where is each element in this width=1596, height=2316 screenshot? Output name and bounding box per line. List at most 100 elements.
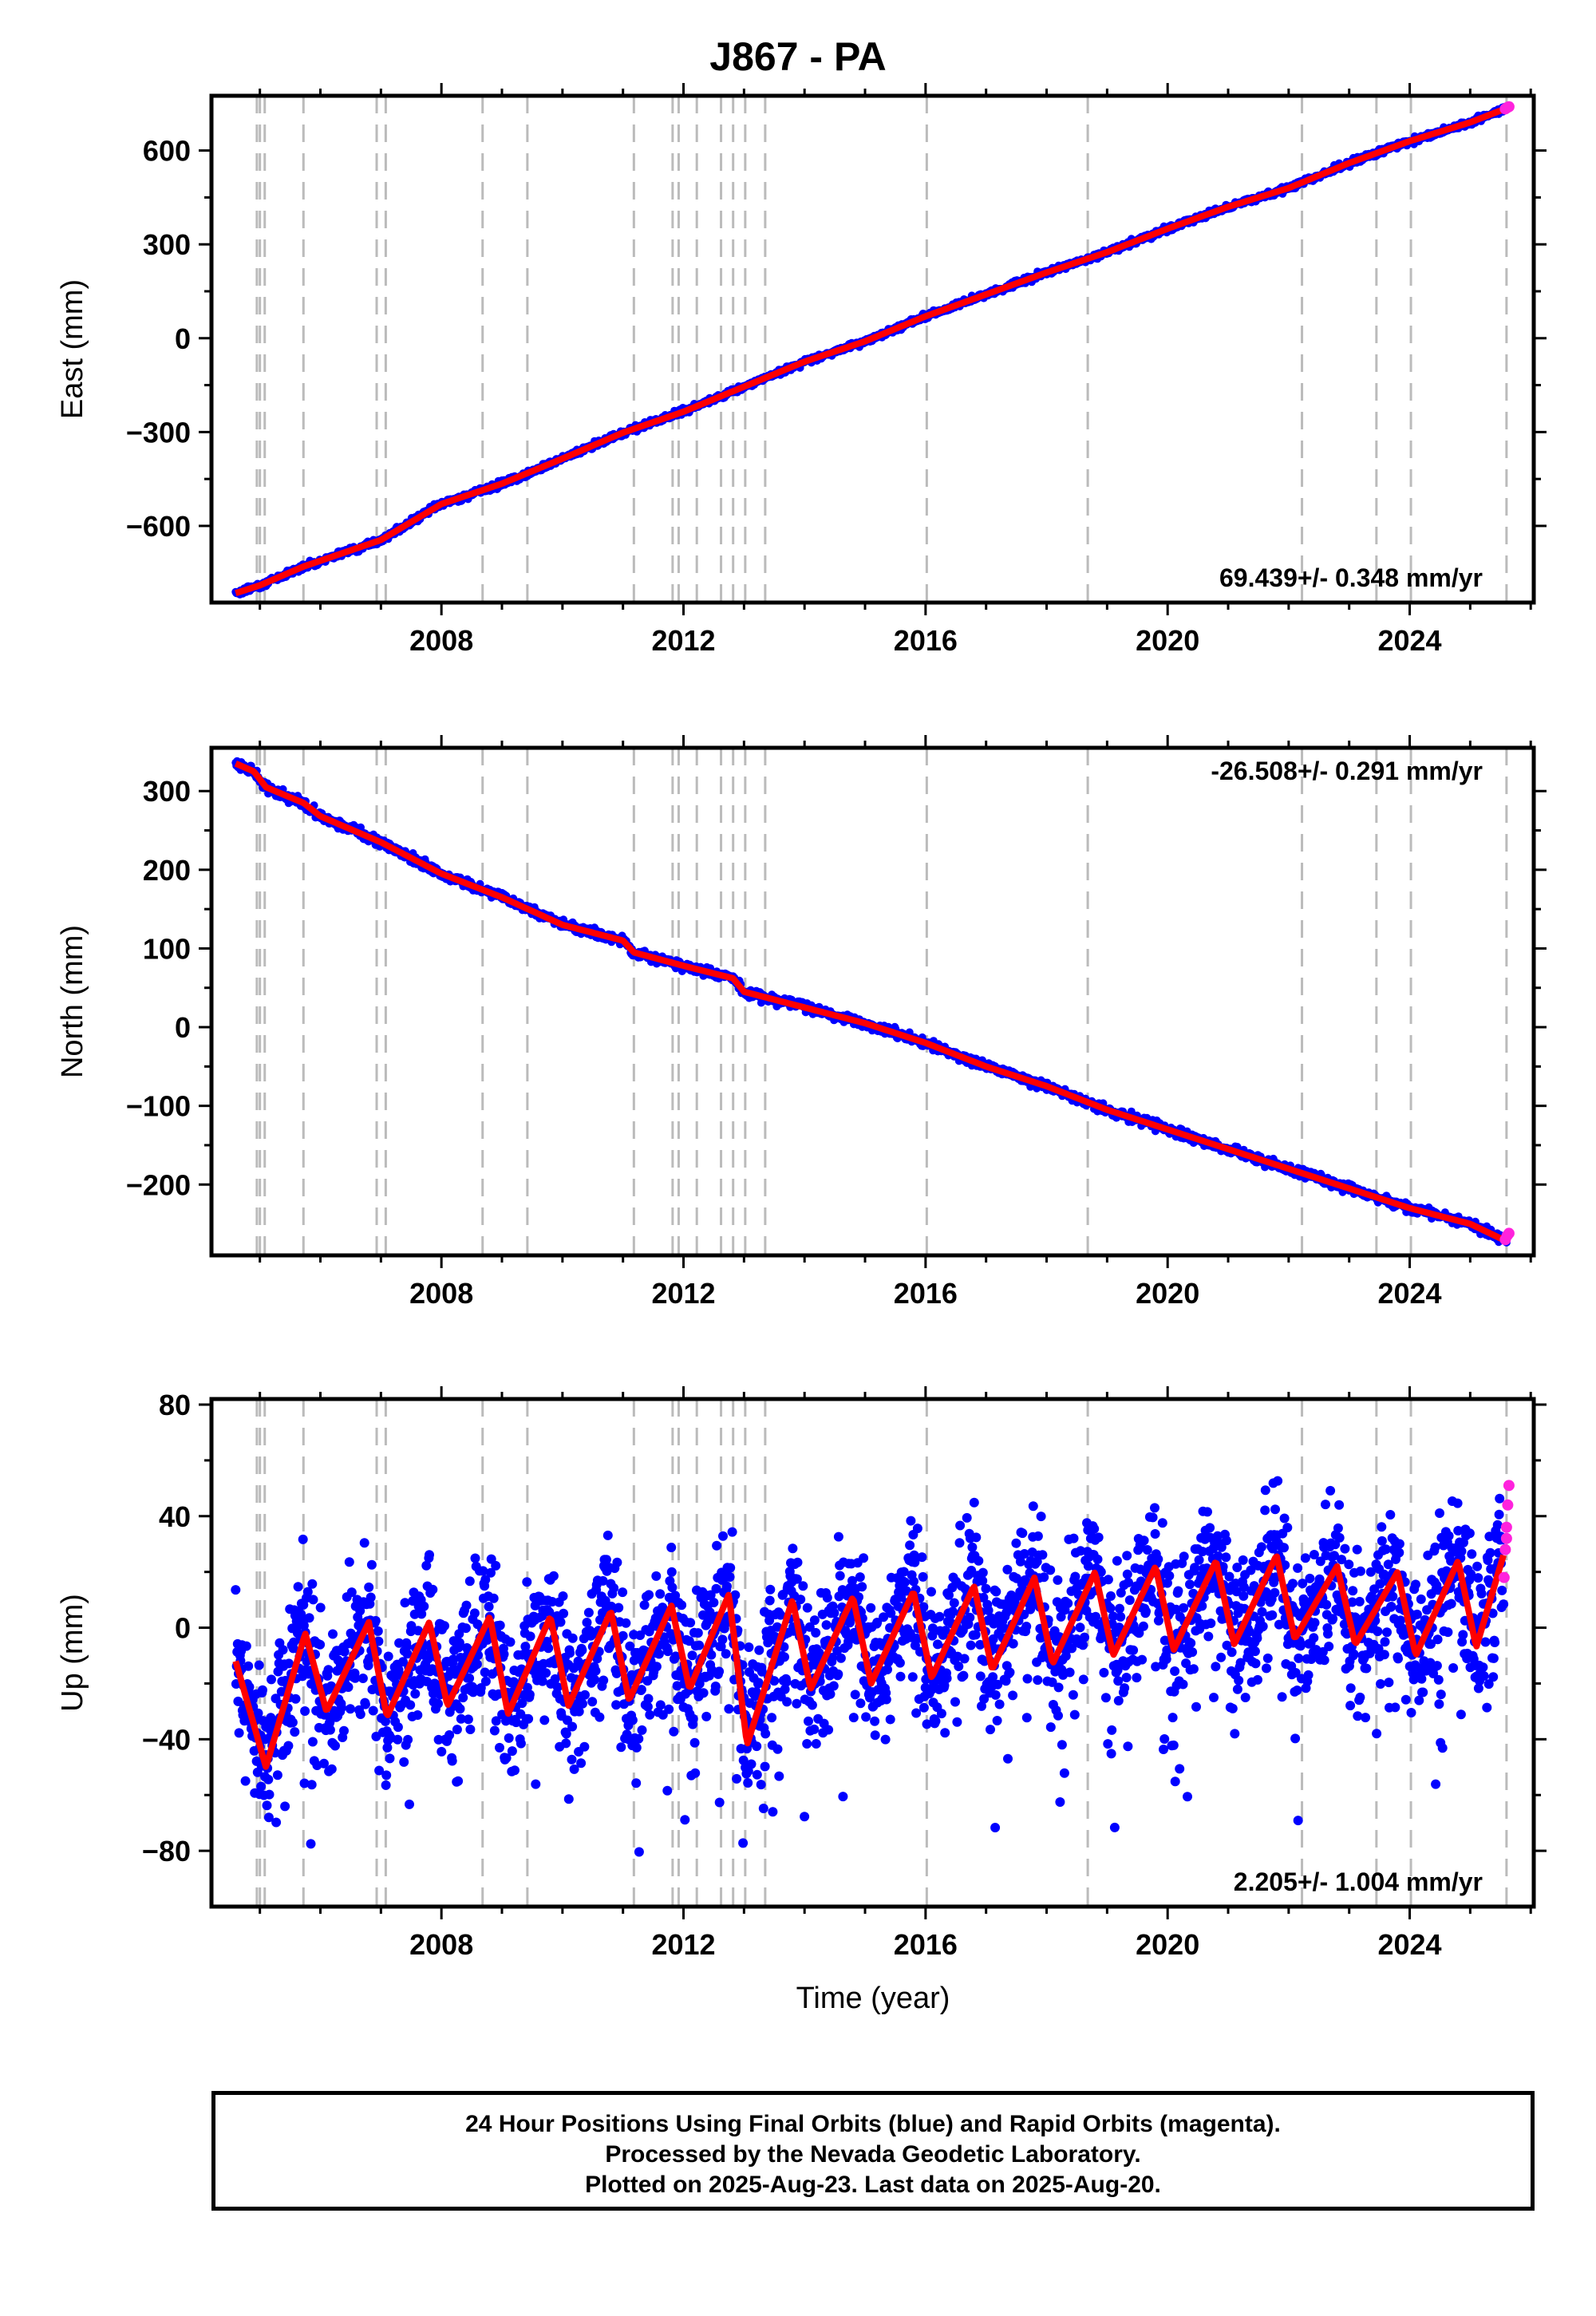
final-orbit-point xyxy=(447,1756,457,1766)
final-orbit-point xyxy=(523,1713,534,1724)
final-orbit-point xyxy=(547,1597,558,1607)
final-orbit-point xyxy=(370,1615,381,1626)
final-orbit-point xyxy=(567,1633,578,1643)
final-orbit-point xyxy=(505,1637,516,1647)
y-tick-label: −200 xyxy=(126,1168,191,1201)
final-orbit-point xyxy=(472,1659,482,1670)
final-orbit-point xyxy=(662,1646,673,1657)
final-orbit-point xyxy=(664,1704,674,1714)
final-orbit-point xyxy=(579,1741,590,1752)
final-orbit-point xyxy=(373,1626,383,1636)
y-tick-label: 300 xyxy=(143,228,191,261)
final-orbit-point xyxy=(651,1662,662,1672)
final-orbit-point xyxy=(454,1638,464,1648)
final-orbit-point xyxy=(711,1583,721,1594)
final-orbit-point xyxy=(774,1771,784,1781)
final-orbit-point xyxy=(563,1794,574,1804)
final-orbit-point xyxy=(694,1640,705,1650)
y-axis-label: North (mm) xyxy=(56,925,89,1078)
final-orbit-point xyxy=(346,1704,355,1714)
y-tick-label: 0 xyxy=(175,322,191,355)
final-orbit-point xyxy=(393,1734,403,1745)
final-orbit-point xyxy=(768,1807,778,1817)
final-orbit-point xyxy=(670,1651,681,1662)
final-orbit-point xyxy=(499,1649,509,1659)
final-orbit-point xyxy=(325,1725,335,1735)
final-orbit-point xyxy=(460,1623,471,1634)
final-orbit-point xyxy=(308,1595,318,1605)
final-orbit-point xyxy=(405,1799,414,1809)
final-orbit-point xyxy=(614,1603,624,1613)
final-orbit-point xyxy=(705,1590,716,1600)
final-orbit-point xyxy=(300,1706,310,1716)
final-orbit-point xyxy=(243,1661,254,1671)
final-orbit-point xyxy=(440,1621,449,1631)
final-orbit-point xyxy=(307,1737,318,1747)
final-orbit-point xyxy=(510,1765,519,1776)
final-orbit-point xyxy=(478,1566,488,1576)
final-orbit-point xyxy=(287,1717,298,1728)
final-orbit-point xyxy=(264,1789,275,1800)
final-orbit-point xyxy=(272,1770,282,1780)
final-orbit-point xyxy=(290,1727,300,1737)
final-orbit-point xyxy=(394,1638,405,1648)
final-orbit-point xyxy=(621,1618,631,1628)
final-orbit-point xyxy=(409,1609,420,1619)
final-orbit-point xyxy=(365,1592,376,1603)
final-orbit-point xyxy=(315,1639,326,1650)
x-tick-label: 2020 xyxy=(1136,1277,1199,1310)
final-orbit-point xyxy=(489,1725,500,1736)
final-orbit-point xyxy=(495,1620,505,1630)
final-orbit-point xyxy=(763,1638,773,1648)
final-orbit-point xyxy=(752,1741,762,1752)
final-orbit-point xyxy=(654,1649,664,1659)
final-orbit-point xyxy=(576,1758,587,1769)
final-orbit-point xyxy=(358,1674,368,1683)
final-orbit-point xyxy=(669,1726,679,1737)
y-axis-label: East (mm) xyxy=(56,279,89,419)
final-orbit-point xyxy=(465,1725,476,1734)
final-orbit-point xyxy=(772,1744,783,1754)
final-orbit-point xyxy=(714,1666,725,1677)
final-orbit-point xyxy=(458,1693,468,1703)
final-orbit-point xyxy=(591,1666,601,1676)
data-area xyxy=(231,1399,1515,1907)
final-orbit-point xyxy=(569,1764,579,1774)
final-orbit-point xyxy=(598,1575,608,1586)
final-orbit-point xyxy=(587,1697,598,1707)
final-orbit-point xyxy=(634,1733,644,1744)
final-orbit-point xyxy=(461,1600,472,1611)
final-orbit-point xyxy=(543,1643,554,1654)
final-orbit-point xyxy=(730,1590,741,1600)
panel-north: 2008 2012 2016 2020 20243002001000−100−200No… xyxy=(56,735,1547,1310)
final-orbit-point xyxy=(698,1688,709,1698)
final-orbit-point xyxy=(706,1650,717,1660)
final-orbit-point xyxy=(644,1590,654,1600)
final-orbit-point xyxy=(634,1847,644,1857)
final-orbit-point xyxy=(343,1682,354,1692)
final-orbit-point xyxy=(544,1607,555,1618)
final-orbit-point xyxy=(455,1704,465,1714)
final-orbit-point xyxy=(796,1595,806,1605)
final-orbit-point xyxy=(732,1773,742,1784)
final-orbit-point xyxy=(363,1660,373,1670)
final-orbit-point xyxy=(760,1761,770,1772)
final-orbit-point xyxy=(360,1699,370,1709)
final-orbit-point xyxy=(355,1709,365,1719)
final-orbit-point xyxy=(297,1613,307,1623)
final-orbit-point xyxy=(374,1765,385,1776)
final-orbit-point xyxy=(760,1729,771,1739)
final-orbit-point xyxy=(666,1543,677,1552)
rapid-orbit-point xyxy=(1503,1227,1515,1239)
final-orbit-point xyxy=(577,1645,587,1655)
final-orbit-point xyxy=(480,1575,491,1585)
final-orbit-point xyxy=(403,1734,413,1745)
final-orbit-point xyxy=(401,1642,412,1652)
final-orbit-point xyxy=(339,1725,349,1736)
final-orbit-point xyxy=(631,1778,642,1788)
final-orbit-point xyxy=(417,1609,427,1619)
final-orbit-point xyxy=(709,1598,719,1607)
x-tick-label: 2008 xyxy=(409,624,473,657)
final-orbit-point xyxy=(491,1560,501,1571)
